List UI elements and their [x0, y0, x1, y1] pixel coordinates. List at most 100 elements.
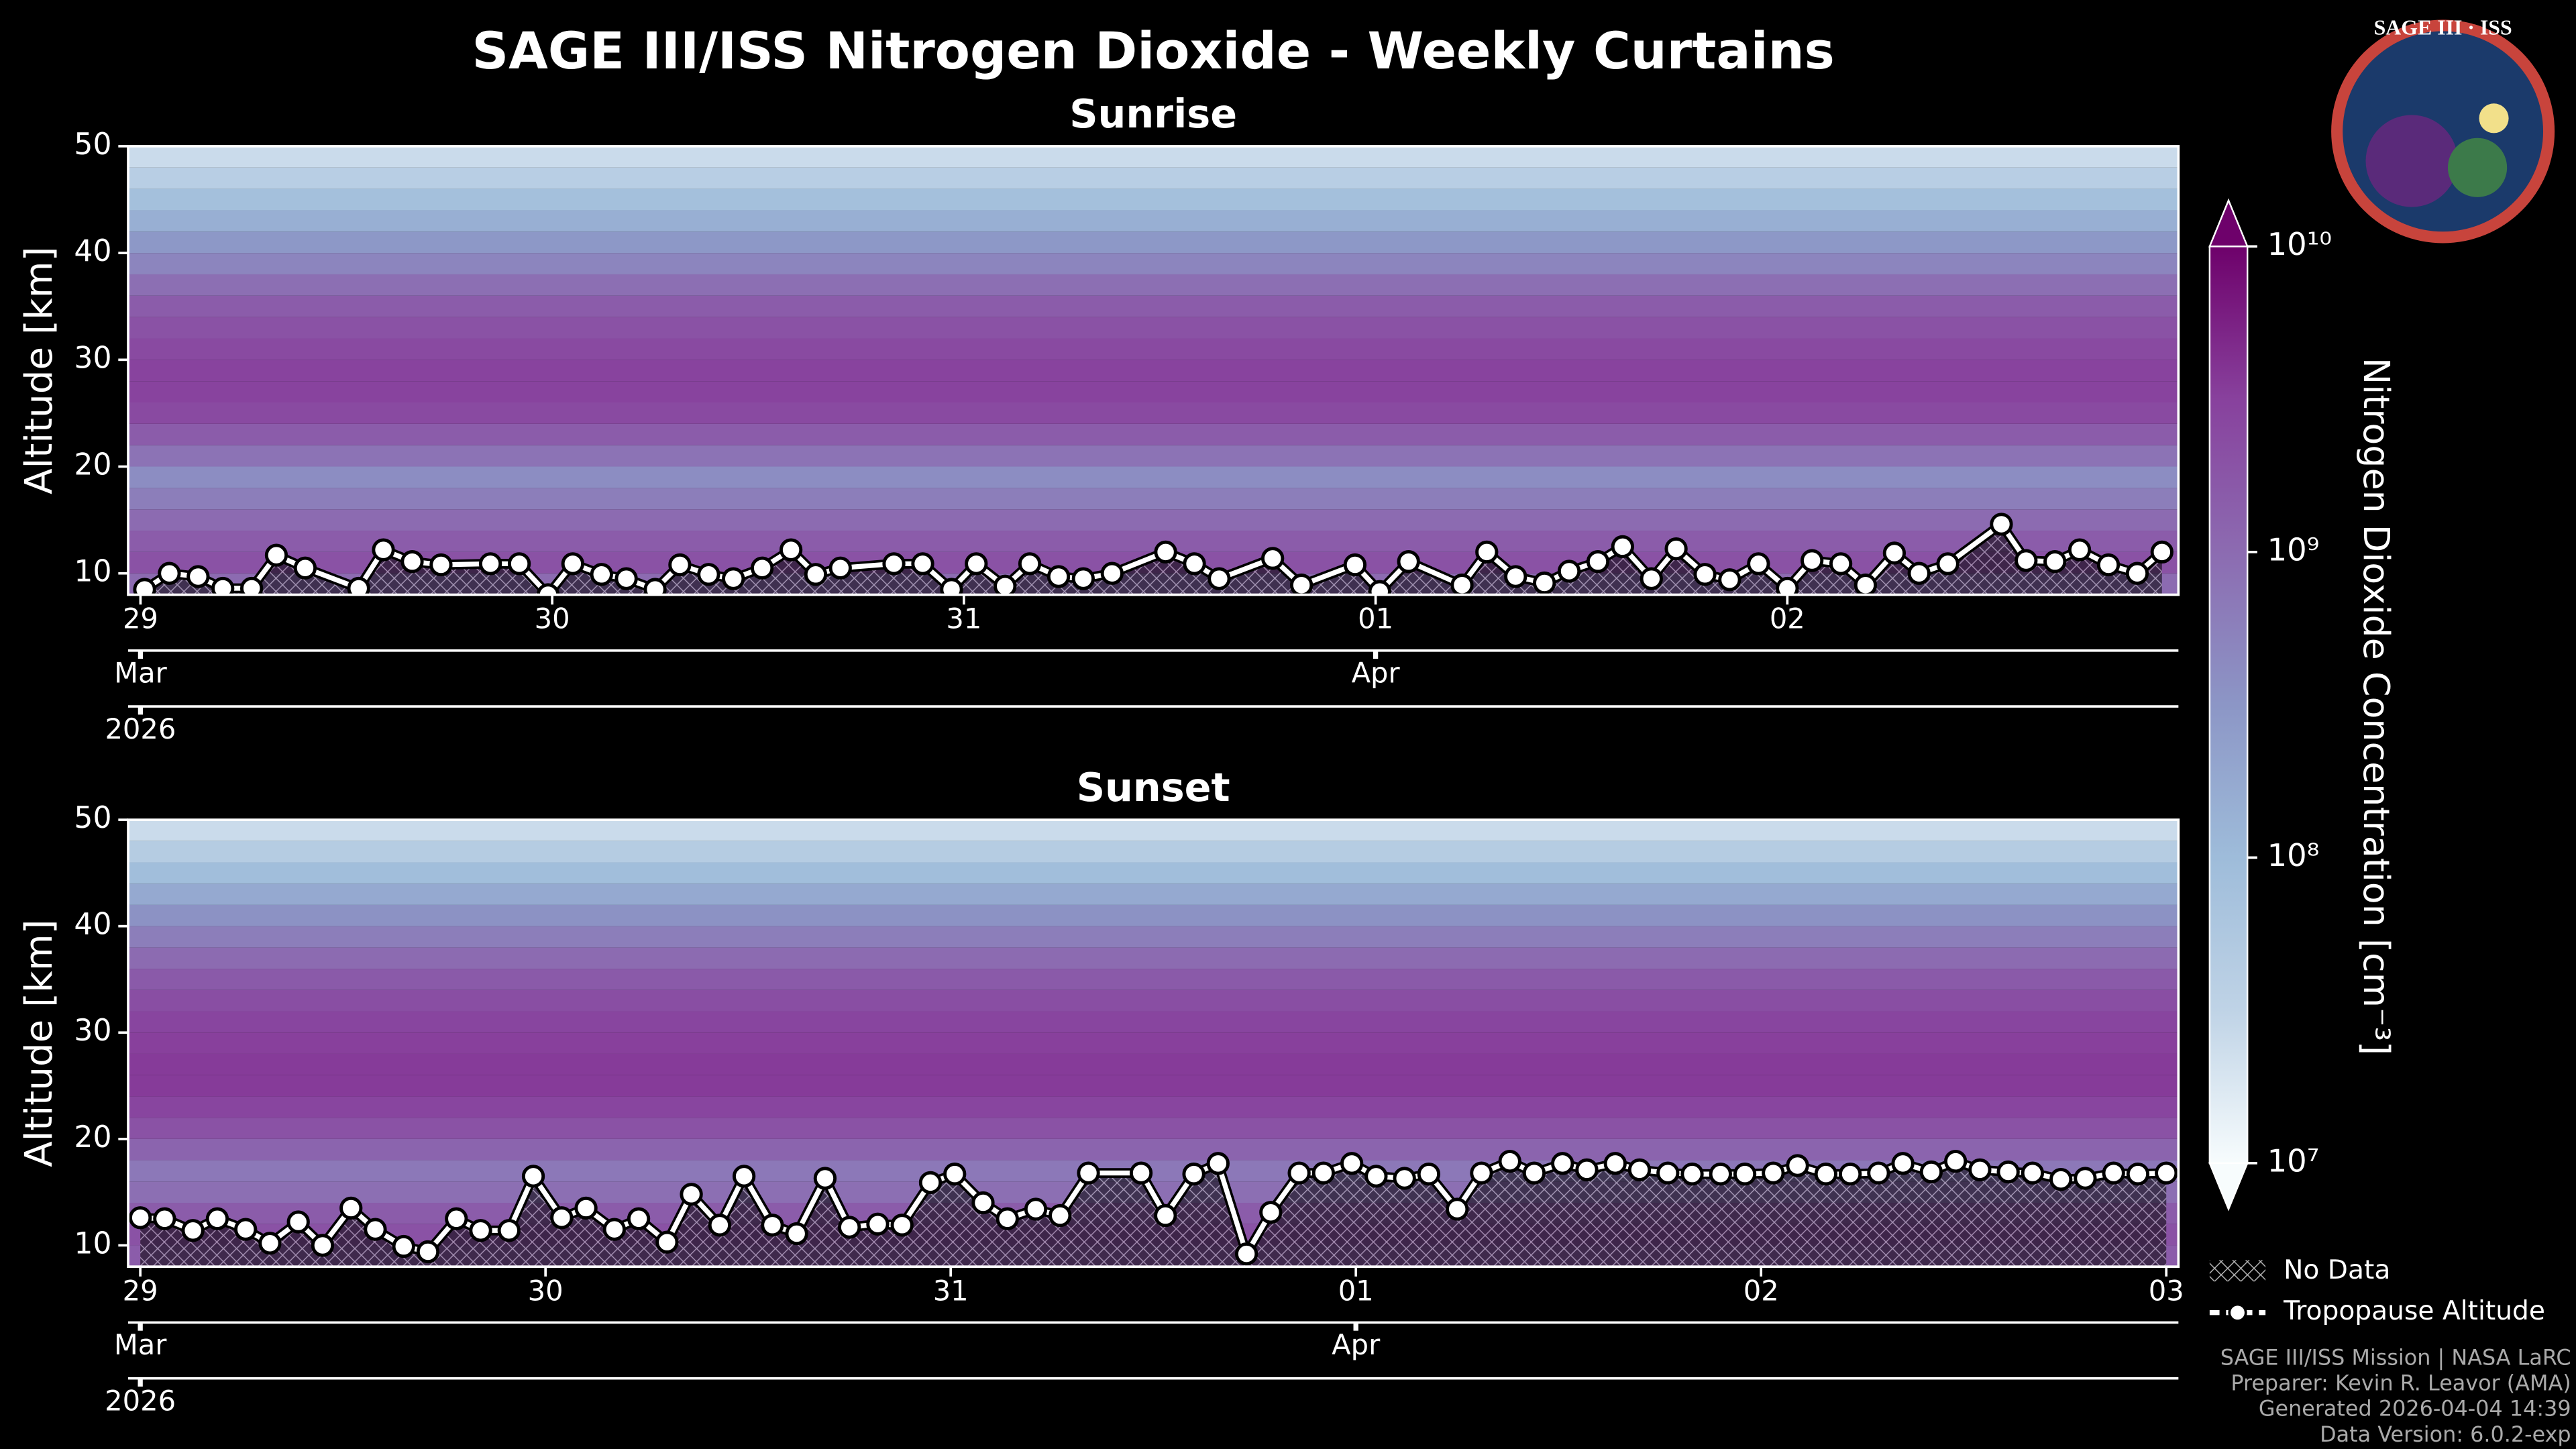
tropopause-point: [1747, 552, 1770, 576]
tropopause-point: [1343, 553, 1367, 577]
tropopause-point: [1854, 574, 1878, 595]
heat-cell: [128, 253, 2179, 274]
tropopause-point: [1551, 1152, 1574, 1175]
plot-frame: [127, 818, 2180, 1268]
heat-cell: [128, 1096, 2179, 1118]
tropopause-point: [1627, 1158, 1652, 1181]
tropopause-point: [1417, 1163, 1441, 1186]
tropopause-point: [614, 567, 638, 590]
heat-cell: [128, 862, 2179, 884]
tropopause-point: [133, 578, 156, 595]
year-tick-label: 2026: [105, 712, 176, 745]
tropopause-point: [1575, 1158, 1599, 1181]
heat-cell: [128, 466, 2179, 488]
heat-cell: [128, 1032, 2179, 1054]
tropopause-point: [751, 556, 774, 580]
tropopause-point: [1018, 552, 1042, 576]
tropopause-point: [866, 1212, 890, 1236]
x-tick-label: 30: [528, 1274, 564, 1307]
tropopause-point: [1046, 565, 1071, 588]
heat-cell: [128, 509, 2179, 531]
tropopause-point: [2102, 1161, 2125, 1185]
tropopause-point: [205, 1207, 229, 1230]
tropopause-point: [1680, 1163, 1704, 1186]
tropopause-point: [680, 1183, 703, 1206]
x-tick-label: 29: [123, 602, 158, 635]
tropopause-point: [347, 576, 370, 595]
tropopause-point: [1129, 1161, 1153, 1185]
tropopause-point: [1907, 561, 1931, 585]
heat-cell: [128, 926, 2179, 948]
tropopause-point: [1470, 1161, 1493, 1185]
curtain: [128, 820, 2179, 1267]
tropopause-point: [655, 1230, 679, 1254]
tropopause-point: [1891, 1152, 1915, 1175]
y-tick-label: 10: [74, 1226, 111, 1260]
tropopause-point: [416, 1240, 440, 1264]
tropopause-point: [158, 561, 181, 585]
tropopause-point: [1393, 1167, 1416, 1190]
tropopause-point: [1154, 540, 1177, 564]
tropopause-point: [1077, 1161, 1100, 1185]
heat-cell: [128, 531, 2179, 552]
tropopause-point: [1261, 547, 1285, 570]
tropopause-point: [2155, 1161, 2178, 1185]
tropopause-point: [2126, 1163, 2150, 1186]
tropopause-point: [911, 552, 934, 576]
x-tick-label: 30: [535, 602, 570, 635]
legend-tropopause-point: [2228, 1303, 2247, 1322]
heat-cell: [128, 167, 2179, 189]
heat-cell: [128, 445, 2179, 467]
tropopause-point: [153, 1207, 176, 1230]
tropopause-point: [1259, 1201, 1283, 1224]
tropopause-point: [2096, 553, 2121, 577]
tropopause-point: [1990, 513, 2013, 536]
tropopause-point: [918, 1171, 943, 1195]
tropopause-point: [2125, 561, 2149, 585]
tropopause-point: [890, 1214, 914, 1237]
tropopause-point: [507, 552, 531, 576]
heat-cell: [128, 1118, 2179, 1139]
tropopause-point: [1450, 574, 1474, 595]
heat-cell: [128, 189, 2179, 211]
tropopause-point: [813, 1167, 837, 1190]
tropopause-point: [627, 1207, 651, 1230]
tropopause-point: [838, 1216, 861, 1239]
heat-cell: [128, 488, 2179, 510]
tropopause-point: [943, 1163, 967, 1186]
tropopause-point: [2074, 1167, 2097, 1190]
tropopause-point: [1693, 563, 1717, 586]
tropopause-point: [722, 567, 745, 590]
tropopause-point: [643, 578, 667, 595]
tropopause-point: [1882, 541, 1907, 565]
heat-cell: [128, 381, 2179, 402]
tropopause-point: [1996, 1160, 2020, 1184]
x-tick-label: 31: [933, 1274, 969, 1307]
tropopause-point: [1182, 1163, 1205, 1186]
y-tick-label: 50: [74, 801, 111, 835]
tropopause-point: [400, 550, 424, 574]
heat-cell: [128, 841, 2179, 863]
tropopause-point: [1800, 549, 1824, 572]
tropopause-point: [708, 1214, 732, 1237]
plot-frame: [127, 145, 2180, 596]
heat-cell: [128, 295, 2179, 317]
tropopause-point: [1919, 1160, 1943, 1184]
heat-cell: [128, 1011, 2179, 1033]
panel-title: Sunset: [1077, 764, 1230, 810]
legend-no-data-label: No Data: [2284, 1255, 2390, 1285]
y-tick-label: 20: [74, 1120, 111, 1155]
tropopause-point: [1936, 552, 1960, 576]
tropopause-point: [550, 1206, 574, 1230]
tropopause-point: [574, 1196, 598, 1220]
x-tick-label: 02: [1770, 602, 1805, 635]
month-tick-label: Apr: [1352, 657, 1401, 690]
tropopause-point: [1475, 540, 1499, 564]
tropopause-point: [1287, 1161, 1311, 1185]
tropopause-point: [1718, 568, 1741, 592]
tropopause-point: [181, 1219, 205, 1242]
x-tick-label: 01: [1338, 1274, 1374, 1307]
tropopause-point: [1234, 1242, 1258, 1266]
tropopause-point: [264, 543, 288, 567]
tropopause-point: [1533, 571, 1556, 595]
